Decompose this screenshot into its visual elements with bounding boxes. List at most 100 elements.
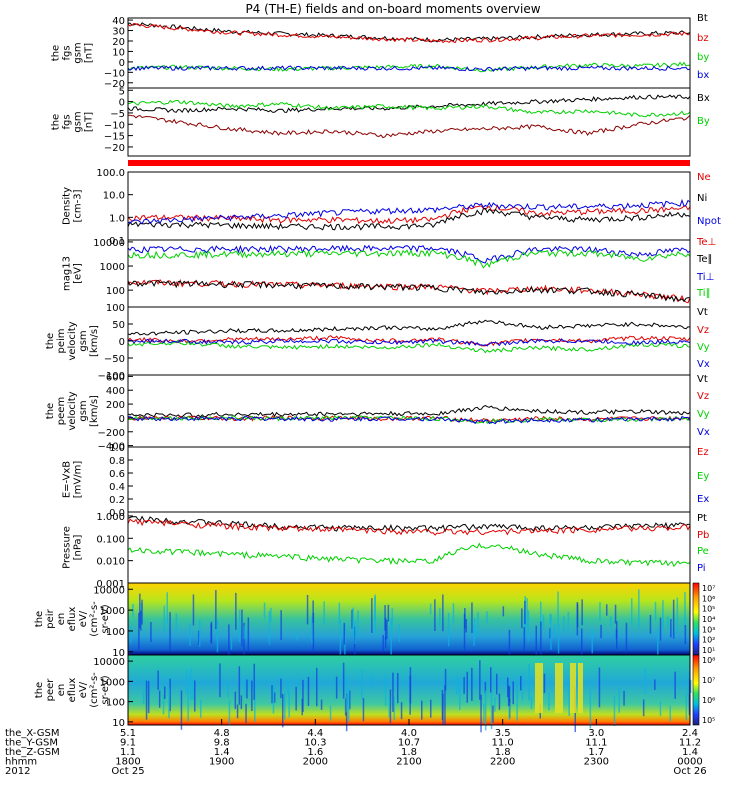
spectrogram-streak — [272, 686, 275, 714]
series-vx — [127, 338, 691, 347]
spectrogram-streak — [516, 681, 518, 721]
legend-bx: bx — [697, 70, 709, 81]
spectrogram-streak — [253, 663, 255, 700]
series-by — [127, 99, 691, 118]
spectrogram-streak — [644, 667, 647, 695]
ephemeris-flag-bar — [128, 160, 690, 166]
series-bz — [128, 114, 691, 139]
spectrogram-streak — [139, 593, 141, 629]
spectrogram-streak — [631, 598, 633, 626]
y-tick-label: −20 — [104, 79, 125, 90]
spectrogram-streak — [543, 673, 546, 694]
spectrogram-streak — [524, 600, 526, 625]
colorbar-tick: 10⁷ — [702, 676, 715, 685]
legend-pb: Pb — [697, 530, 709, 541]
spectrogram-streak — [362, 698, 365, 722]
spectrogram-streak — [523, 627, 526, 653]
spectrogram-streak — [235, 592, 237, 630]
legend-by: By — [697, 116, 710, 127]
y-tick-label: 1.0 — [109, 443, 125, 454]
spectrogram-streak — [581, 599, 583, 626]
spectrogram-streak — [169, 612, 171, 652]
spectrogram-streak — [581, 628, 583, 655]
x-row-value: 0000 — [677, 757, 702, 768]
x-row-value: 11.0 — [492, 738, 514, 749]
spectrogram-streak — [479, 660, 481, 700]
spectrogram-streak — [471, 602, 473, 633]
spectrogram-streak — [459, 686, 461, 710]
y-tick-label: 0.8 — [109, 456, 125, 467]
spectrogram-streak — [210, 623, 212, 643]
spectrogram-streak — [486, 611, 488, 623]
spectrogram-streak — [194, 680, 196, 712]
x-row-value: Oct 26 — [673, 766, 706, 777]
spectrogram-streak — [215, 590, 217, 630]
spectrogram-streak — [549, 628, 551, 639]
x-row-value: 10.7 — [398, 738, 420, 749]
y-tick-label: −10 — [104, 68, 125, 79]
spectrogram-streak — [200, 699, 202, 718]
series-npot — [127, 198, 691, 225]
spectrogram-streak — [306, 595, 309, 625]
spectrogram-streak — [192, 680, 194, 700]
legend-ni: Ni — [697, 193, 707, 204]
y-tick-label: 10 — [112, 47, 125, 58]
spectrogram-streak — [240, 695, 243, 709]
spectrogram-streak — [548, 692, 550, 711]
legend-npot: Npot — [697, 216, 721, 227]
x-row-value: 1.4 — [214, 747, 230, 758]
x-row-label: hhmm — [5, 757, 37, 768]
spectrogram-streak — [268, 611, 271, 645]
spectrogram-streak — [659, 701, 662, 716]
colorbar-tick: 10⁶ — [702, 594, 715, 603]
spectrogram-streak — [576, 602, 579, 636]
spectrogram-streak — [147, 681, 150, 714]
spectrogram-streak — [227, 683, 229, 697]
spectrogram-streak — [245, 703, 247, 724]
spectrogram-streak — [471, 667, 473, 701]
spectrogram-streak — [371, 598, 373, 633]
panel-8: Pt Pb Pe Pi 1.000 0.100 0.010 0.001 Pressure[nPa… — [62, 511, 709, 590]
y-tick-label: 100 — [106, 627, 125, 638]
spectrogram-1 — [128, 583, 690, 655]
y-tick-label: 100 — [106, 303, 125, 314]
spectrogram-streak — [550, 614, 552, 650]
spectrogram-streak — [610, 616, 612, 628]
spectrogram-streak — [351, 609, 353, 629]
x-row-value: 2200 — [490, 757, 515, 768]
spectrogram-burst — [570, 663, 576, 713]
x-row-value: 1.6 — [307, 747, 323, 758]
legend-pi: Pi — [697, 563, 706, 574]
spectrogram-streak — [444, 685, 446, 725]
y-tick-label: 30 — [112, 27, 125, 38]
y-tick-label: 40 — [112, 16, 125, 27]
spectrogram-streak — [230, 637, 233, 650]
spectrogram-streak — [398, 624, 401, 643]
series-bx — [127, 65, 691, 72]
spectrogram-streak — [166, 592, 168, 625]
spectrogram-streak — [282, 694, 284, 728]
spectrogram-streak — [228, 700, 231, 725]
series-pb — [127, 518, 691, 536]
colorbar-tick: 10⁸ — [702, 656, 715, 665]
spectrogram-streak — [247, 617, 250, 652]
spectrogram-streak — [244, 676, 247, 697]
spectrogram-streak — [540, 621, 542, 658]
spectrogram-streak — [463, 676, 465, 694]
spectrogram-streak — [335, 676, 338, 699]
y-tick-label: 10.0 — [103, 191, 125, 202]
spectrogram-streak — [288, 692, 290, 718]
spectrogram-streak — [447, 612, 450, 647]
spectrogram-streak — [466, 671, 468, 703]
series-bx — [127, 94, 691, 114]
spectrogram-streak — [384, 636, 387, 649]
legend-vy: Vy — [697, 342, 710, 353]
plot-title: P4 (TH-E) fields and on-board moments ov… — [245, 2, 540, 16]
spectrogram-streak — [465, 619, 467, 633]
spectrogram-streak — [391, 608, 393, 629]
spectrogram-streak — [409, 667, 412, 704]
x-axis-table: the_X-GSM 5.1 4.8 4.4 4.0 3.5 3.0 2.4 the_Y-GSM 9… — [5, 719, 707, 777]
spectrogram-streak — [228, 624, 230, 659]
